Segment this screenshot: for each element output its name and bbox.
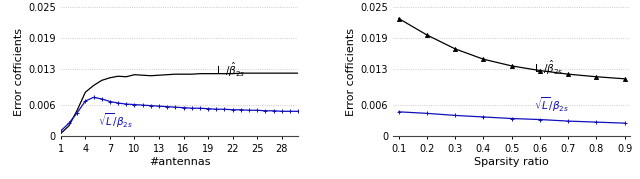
Text: $\sqrt{L}$/$\beta_{2s}$: $\sqrt{L}$/$\beta_{2s}$ [98, 111, 133, 130]
Y-axis label: Error cofficients: Error cofficients [14, 28, 24, 116]
Text: $\sqrt{L}$/$\beta_{2s}$: $\sqrt{L}$/$\beta_{2s}$ [534, 96, 570, 114]
Text: L /$\hat{\beta}_{2s}$: L /$\hat{\beta}_{2s}$ [216, 61, 246, 79]
X-axis label: Sparsity ratio: Sparsity ratio [474, 157, 549, 167]
Text: L /$\hat{\beta}_{2s}$: L /$\hat{\beta}_{2s}$ [534, 59, 564, 77]
Y-axis label: Error cofficients: Error cofficients [346, 28, 356, 116]
X-axis label: #antennas: #antennas [148, 157, 210, 167]
